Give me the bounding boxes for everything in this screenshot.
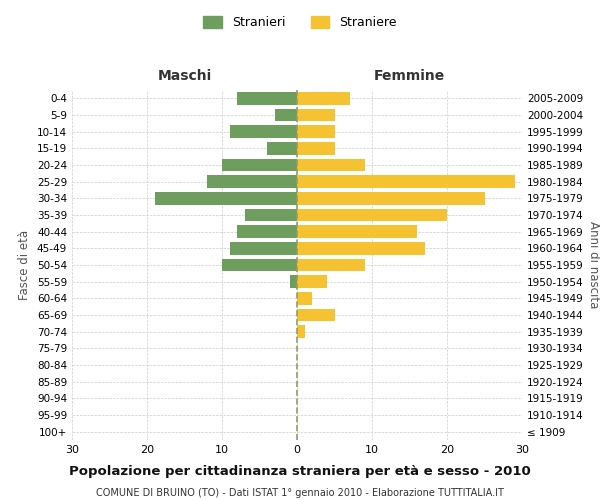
- Bar: [297, 109, 335, 122]
- Bar: [222, 259, 297, 271]
- Y-axis label: Fasce di età: Fasce di età: [19, 230, 31, 300]
- Bar: [297, 326, 305, 338]
- Text: COMUNE DI BRUINO (TO) - Dati ISTAT 1° gennaio 2010 - Elaborazione TUTTITALIA.IT: COMUNE DI BRUINO (TO) - Dati ISTAT 1° ge…: [96, 488, 504, 498]
- Bar: [297, 242, 425, 254]
- Bar: [297, 92, 349, 104]
- Legend: Stranieri, Straniere: Stranieri, Straniere: [198, 11, 402, 34]
- Bar: [297, 209, 447, 222]
- Text: Maschi: Maschi: [157, 69, 212, 83]
- Text: Femmine: Femmine: [374, 69, 445, 83]
- Bar: [297, 276, 327, 288]
- Bar: [297, 308, 335, 322]
- Y-axis label: Anni di nascita: Anni di nascita: [587, 222, 600, 308]
- Bar: [297, 259, 365, 271]
- Bar: [297, 126, 335, 138]
- Bar: [237, 92, 297, 104]
- Bar: [222, 159, 297, 172]
- Bar: [297, 142, 335, 154]
- Bar: [297, 226, 417, 238]
- Bar: [297, 192, 485, 204]
- Bar: [155, 192, 297, 204]
- Bar: [237, 226, 297, 238]
- Bar: [297, 292, 312, 304]
- Bar: [207, 176, 297, 188]
- Bar: [297, 176, 515, 188]
- Bar: [267, 142, 297, 154]
- Bar: [290, 276, 297, 288]
- Bar: [297, 159, 365, 172]
- Bar: [229, 126, 297, 138]
- Bar: [229, 242, 297, 254]
- Text: Popolazione per cittadinanza straniera per età e sesso - 2010: Popolazione per cittadinanza straniera p…: [69, 464, 531, 477]
- Bar: [245, 209, 297, 222]
- Bar: [275, 109, 297, 122]
